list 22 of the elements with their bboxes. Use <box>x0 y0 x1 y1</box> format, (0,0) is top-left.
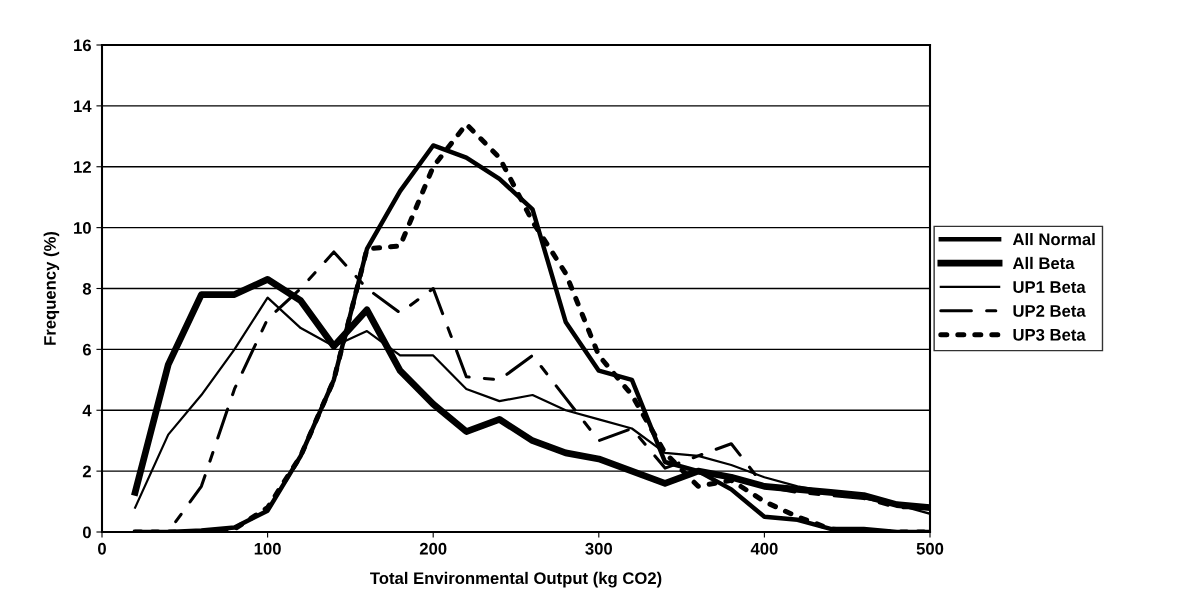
y-tick-label: 14 <box>74 100 92 112</box>
y-tick-label: 0 <box>82 526 91 539</box>
y-tick-label: 16 <box>74 39 91 52</box>
y-tick-label: 8 <box>82 282 92 295</box>
y-tick-label: 12 <box>74 161 91 173</box>
x-tick-label: 400 <box>750 542 778 555</box>
y-tick-label: 2 <box>82 465 91 478</box>
y-tick-label: 4 <box>82 404 92 417</box>
legend-label: UP2 Beta <box>1013 305 1086 317</box>
legend-label: All Beta <box>1012 256 1075 270</box>
y-axis-title: Frequency (%) <box>43 231 60 345</box>
x-tick-label: 300 <box>585 542 613 555</box>
y-tick-label: 10 <box>74 222 91 234</box>
legend-label: All Normal <box>1012 232 1095 246</box>
x-axis-title: Total Environmental Output (kg CO2) <box>370 571 662 588</box>
legend-label: UP3 Beta <box>1013 328 1086 341</box>
x-tick-label: 500 <box>916 542 944 555</box>
x-tick-label: 0 <box>98 542 106 555</box>
x-tick-label: 200 <box>419 542 447 555</box>
x-tick-label: 100 <box>254 542 281 555</box>
legend-label: UP1 Beta <box>1013 281 1086 293</box>
y-tick-label: 6 <box>82 343 91 356</box>
